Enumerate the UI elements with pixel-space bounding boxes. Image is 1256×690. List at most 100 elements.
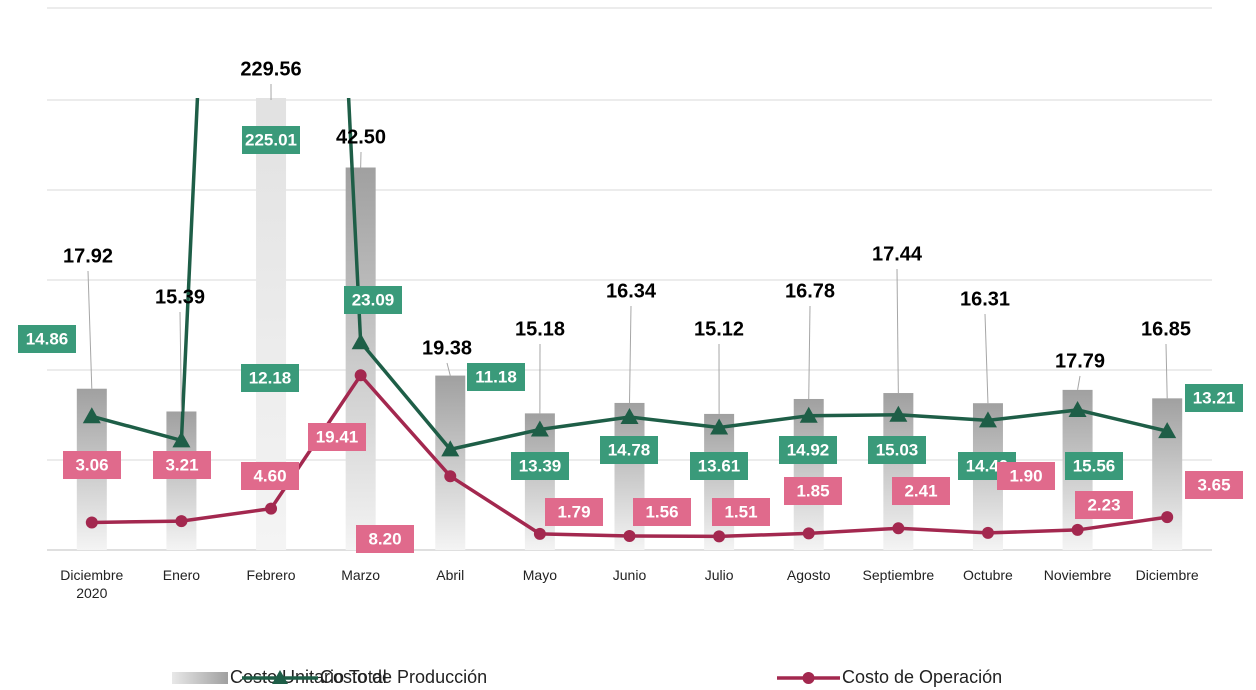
marker bbox=[1158, 422, 1177, 439]
marker bbox=[710, 418, 729, 435]
data-label: 1.79 bbox=[557, 502, 590, 521]
data-label-box bbox=[868, 436, 926, 464]
legend-swatch bbox=[172, 672, 228, 684]
data-label: 19.38 bbox=[422, 337, 472, 359]
data-label: 12.18 bbox=[249, 368, 292, 387]
legend-label: Costo de Producción bbox=[320, 667, 487, 687]
data-label: 17.44 bbox=[872, 243, 923, 265]
leader-line bbox=[984, 313, 989, 404]
data-label-box bbox=[308, 423, 366, 451]
data-label-box bbox=[633, 498, 691, 526]
data-label-box bbox=[892, 477, 950, 505]
x-tick-label: Marzo bbox=[341, 567, 381, 583]
data-label-box bbox=[241, 462, 299, 490]
leader-line bbox=[1165, 343, 1168, 399]
data-label-box bbox=[1075, 491, 1133, 519]
leader-line bbox=[808, 305, 811, 399]
data-label: 23.09 bbox=[352, 290, 395, 309]
data-label: 17.79 bbox=[1055, 350, 1105, 372]
data-label: 15.39 bbox=[155, 286, 205, 308]
data-label: 11.18 bbox=[475, 367, 517, 386]
data-label-box bbox=[344, 286, 402, 314]
data-label: 19.41 bbox=[316, 427, 359, 446]
marker bbox=[1068, 400, 1087, 417]
leader-line bbox=[629, 305, 632, 403]
leader-line bbox=[896, 268, 899, 394]
marker bbox=[892, 522, 905, 535]
marker bbox=[82, 407, 101, 424]
x-tick-label: Julio bbox=[704, 567, 734, 583]
x-tick-label: Diciembre bbox=[1135, 567, 1199, 583]
data-label: 16.31 bbox=[960, 288, 1010, 310]
marker bbox=[799, 406, 818, 423]
bar bbox=[793, 398, 824, 550]
data-label: 14.92 bbox=[787, 440, 830, 459]
marker bbox=[1071, 523, 1084, 536]
data-label: 4.60 bbox=[253, 466, 286, 485]
data-label: 229.56 bbox=[240, 58, 301, 80]
data-label-box bbox=[18, 325, 76, 353]
data-label: 1.90 bbox=[1009, 466, 1042, 485]
x-tick-label: Octubre bbox=[963, 567, 1013, 583]
leader-line bbox=[1077, 375, 1081, 390]
data-label-box bbox=[545, 498, 603, 526]
marker bbox=[620, 407, 639, 424]
leader-line bbox=[179, 311, 182, 412]
data-label: 16.34 bbox=[606, 280, 657, 302]
data-label-box bbox=[153, 451, 211, 479]
data-label: 16.78 bbox=[785, 280, 835, 302]
marker bbox=[441, 440, 460, 457]
marker bbox=[978, 411, 997, 428]
data-label: 42.50 bbox=[336, 126, 386, 148]
data-label-box bbox=[467, 363, 525, 391]
marker bbox=[530, 420, 549, 437]
legend-marker bbox=[802, 672, 815, 684]
data-label: 8.20 bbox=[368, 529, 401, 548]
data-label: 16.85 bbox=[1141, 318, 1191, 340]
data-label: 14.78 bbox=[608, 440, 651, 459]
data-label: 2.23 bbox=[1087, 495, 1120, 514]
marker bbox=[265, 502, 278, 515]
data-label: 15.12 bbox=[694, 318, 744, 340]
data-label: 3.06 bbox=[75, 455, 108, 474]
x-tick-label: Junio bbox=[612, 567, 647, 583]
marker bbox=[1161, 511, 1174, 524]
data-label-box bbox=[784, 477, 842, 505]
x-tick-label: Diciembre 2020 bbox=[60, 567, 124, 601]
marker bbox=[354, 369, 367, 382]
marker bbox=[713, 530, 726, 543]
data-label-box bbox=[779, 436, 837, 464]
marker bbox=[981, 526, 994, 539]
data-label: 17.92 bbox=[63, 245, 113, 267]
x-tick-label: Agosto bbox=[786, 567, 831, 583]
bar bbox=[704, 413, 735, 550]
data-label-box bbox=[1185, 471, 1243, 499]
marker bbox=[172, 431, 191, 448]
data-label-box bbox=[1185, 384, 1243, 412]
data-label: 15.56 bbox=[1073, 456, 1116, 475]
x-tick-label: Noviembre bbox=[1043, 567, 1112, 583]
leader-line bbox=[446, 362, 451, 376]
x-tick-label: Abril bbox=[436, 567, 465, 583]
data-label-box bbox=[997, 462, 1055, 490]
data-label: 1.51 bbox=[724, 502, 757, 521]
data-label: 225.01 bbox=[245, 130, 297, 149]
data-label-box bbox=[690, 452, 748, 480]
x-tick-label: Febrero bbox=[246, 567, 296, 583]
x-tick-label: Mayo bbox=[522, 567, 557, 583]
leader-line bbox=[87, 270, 93, 389]
data-label: 14.86 bbox=[26, 329, 69, 348]
data-label: 3.65 bbox=[1197, 475, 1230, 494]
data-label: 3.21 bbox=[165, 455, 198, 474]
marker bbox=[623, 529, 636, 542]
data-label-box bbox=[242, 126, 300, 154]
x-tick-label: Enero bbox=[162, 567, 201, 583]
marker bbox=[533, 527, 546, 540]
data-label: 15.03 bbox=[876, 440, 919, 459]
marker bbox=[85, 516, 98, 529]
marker bbox=[802, 527, 815, 540]
bar bbox=[345, 167, 376, 550]
data-label-box bbox=[1065, 452, 1123, 480]
bar bbox=[1152, 398, 1183, 550]
